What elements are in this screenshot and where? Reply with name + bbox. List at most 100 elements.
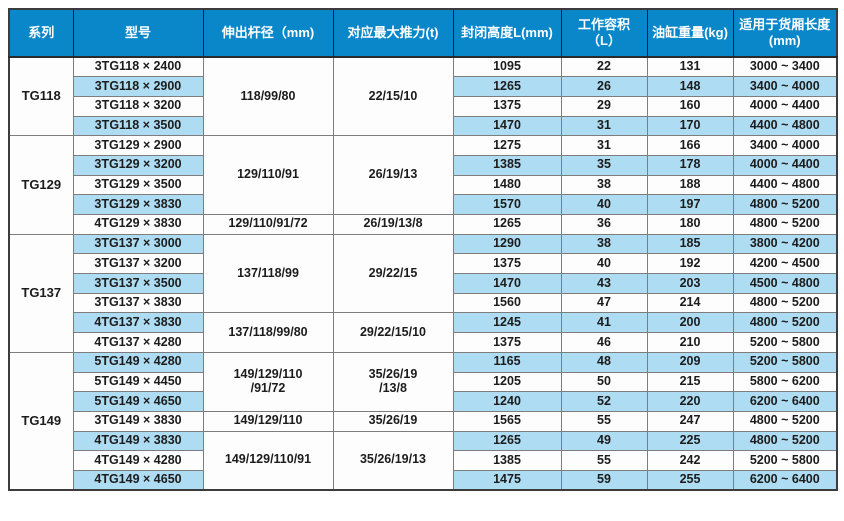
cylinder-weight-cell: 200 [646, 312, 734, 334]
header-box-length: 适用于货厢长度(mm) [732, 8, 838, 58]
working-volume-cell: 47 [560, 292, 648, 314]
cylinder-weight-cell: 214 [646, 292, 734, 314]
table-row: 3TG129 × 3200 1385 35 178 4000 ~ 4400 [9, 154, 838, 176]
max-thrust-cell: 29/22/15 [332, 233, 454, 314]
spec-table-body: TG118 3TG118 × 2400 118/99/80 22/15/10 1095 2… [8, 56, 838, 491]
closed-height-cell: 1240 [452, 391, 562, 412]
model-cell: 3TG149 × 3830 [72, 410, 204, 432]
model-cell: 4TG149 × 4280 [72, 450, 204, 471]
cylinder-weight-cell: 220 [646, 391, 734, 412]
rod-diameter-cell: 149/129/110/91 [202, 430, 334, 491]
table-row: 5TG149 × 4650 1240 52 220 6200 ~ 6400 [9, 391, 838, 412]
cylinder-weight-cell: 242 [646, 450, 734, 471]
header-rod-diameter: 伸出杆径（mm) [202, 8, 334, 58]
table-row: 3TG137 × 3500 1470 43 203 4500 ~ 4800 [9, 273, 838, 294]
closed-height-cell: 1290 [452, 233, 562, 255]
working-volume-cell: 29 [560, 95, 648, 117]
working-volume-cell: 31 [560, 115, 648, 137]
closed-height-cell: 1565 [452, 410, 562, 432]
box-length-cell: 4800 ~ 5200 [732, 214, 838, 235]
cylinder-weight-cell: 178 [646, 154, 734, 176]
cylinder-weight-cell: 192 [646, 253, 734, 275]
cylinder-weight-cell: 225 [646, 430, 734, 452]
model-cell: 3TG129 × 2900 [72, 135, 204, 156]
table-row: TG149 5TG149 × 4280 149/129/110 /91/72 35/2… [8, 351, 838, 491]
model-cell: 3TG118 × 2900 [72, 76, 204, 97]
model-cell: 3TG129 × 3200 [72, 154, 204, 176]
cylinder-weight-cell: 148 [646, 76, 734, 97]
working-volume-cell: 40 [560, 253, 648, 275]
working-volume-cell: 52 [560, 391, 648, 412]
cylinder-weight-cell: 185 [646, 233, 734, 255]
closed-height-cell: 1205 [452, 371, 562, 393]
model-cell: 4TG137 × 4280 [72, 332, 204, 353]
cylinder-weight-cell: 215 [646, 371, 734, 393]
model-cell: 4TG149 × 3830 [72, 430, 204, 452]
header-row: 系列 型号 伸出杆径（mm) 对应最大推力(t) 封闭高度L(mm) 工作容积（… [8, 8, 838, 58]
max-thrust-cell: 26/19/13 [332, 135, 454, 215]
working-volume-cell: 31 [560, 135, 648, 156]
closed-height-cell: 1165 [452, 351, 562, 373]
cylinder-weight-cell: 255 [646, 469, 734, 491]
cylinder-weight-cell: 188 [646, 174, 734, 196]
header-closed-height: 封闭高度L(mm) [452, 8, 562, 58]
working-volume-cell: 38 [560, 174, 648, 196]
rod-diameter-cell: 129/110/91 [202, 135, 334, 215]
box-length-cell: 4800 ~ 5200 [732, 430, 838, 452]
table-row: TG137 3TG137 × 3000 137/118/99 29/22/15 1290… [8, 233, 838, 353]
working-volume-cell: 26 [560, 76, 648, 97]
table-row: 3TG129 × 3830 1570 40 197 4800 ~ 5200 [9, 194, 838, 215]
closed-height-cell: 1245 [452, 312, 562, 334]
series-cell: TG129 [8, 135, 74, 235]
rod-diameter-cell: 149/129/110 /91/72 [202, 351, 334, 412]
closed-height-cell: 1265 [452, 76, 562, 97]
header-model: 型号 [72, 8, 204, 58]
box-length-cell: 4500 ~ 4800 [732, 273, 838, 294]
table-row: 3TG118 × 2900 1265 26 148 3400 ~ 4000 [9, 76, 838, 97]
box-length-cell: 5200 ~ 5800 [732, 450, 838, 471]
box-length-cell: 4400 ~ 4800 [732, 115, 838, 137]
working-volume-cell: 43 [560, 273, 648, 294]
model-cell: 3TG137 × 3830 [72, 292, 204, 314]
max-thrust-cell: 26/19/13/8 [332, 214, 454, 235]
closed-height-cell: 1470 [452, 115, 562, 137]
box-length-cell: 3400 ~ 4000 [732, 76, 838, 97]
closed-height-cell: 1375 [452, 253, 562, 275]
working-volume-cell: 49 [560, 430, 648, 452]
model-cell: 3TG137 × 3500 [72, 273, 204, 294]
table-row: 4TG137 × 3830 137/118/99/80 29/22/15/10 124… [9, 312, 838, 353]
rod-diameter-cell: 118/99/80 [202, 56, 334, 137]
max-thrust-cell: 29/22/15/10 [332, 312, 454, 353]
series-cell: TG149 [8, 351, 74, 491]
max-thrust-cell: 35/26/19/13 [332, 430, 454, 491]
header-cylinder-weight: 油缸重量(kg) [646, 8, 734, 58]
working-volume-cell: 40 [560, 194, 648, 215]
closed-height-cell: 1265 [452, 214, 562, 235]
header-working-volume: 工作容积（L） [560, 8, 648, 58]
closed-height-cell: 1375 [452, 332, 562, 353]
cylinder-weight-cell: 170 [646, 115, 734, 137]
closed-height-cell: 1570 [452, 194, 562, 215]
closed-height-cell: 1560 [452, 292, 562, 314]
closed-height-cell: 1265 [452, 430, 562, 452]
spec-table: 系列 型号 伸出杆径（mm) 对应最大推力(t) 封闭高度L(mm) 工作容积（… [8, 8, 838, 492]
working-volume-cell: 36 [560, 214, 648, 235]
model-cell: 3TG129 × 3830 [72, 194, 204, 215]
model-cell: 3TG137 × 3000 [72, 233, 204, 255]
table-row: TG118 3TG118 × 2400 118/99/80 22/15/10 1095 2… [8, 56, 838, 137]
table-row: 3TG149 × 3830 149/129/110 35/26/19 1565 55 24… [9, 410, 838, 432]
max-thrust-cell: 35/26/19 /13/8 [332, 351, 454, 412]
cylinder-weight-cell: 166 [646, 135, 734, 156]
table-row: 3TG118 × 3500 1470 31 170 4400 ~ 4800 [9, 115, 838, 137]
box-length-cell: 4400 ~ 4800 [732, 174, 838, 196]
model-cell: 3TG118 × 2400 [72, 56, 204, 78]
model-cell: 5TG149 × 4650 [72, 391, 204, 412]
table-row: 3TG129 × 3500 1480 38 188 4400 ~ 4800 [9, 174, 838, 196]
cylinder-weight-cell: 180 [646, 214, 734, 235]
header-max-thrust: 对应最大推力(t) [332, 8, 454, 58]
working-volume-cell: 46 [560, 332, 648, 353]
table-row: 4TG149 × 3830 149/129/110/91 35/26/19/13 12… [9, 430, 838, 491]
working-volume-cell: 55 [560, 410, 648, 432]
box-length-cell: 5200 ~ 5800 [732, 351, 838, 373]
model-cell: 3TG137 × 3200 [72, 253, 204, 275]
